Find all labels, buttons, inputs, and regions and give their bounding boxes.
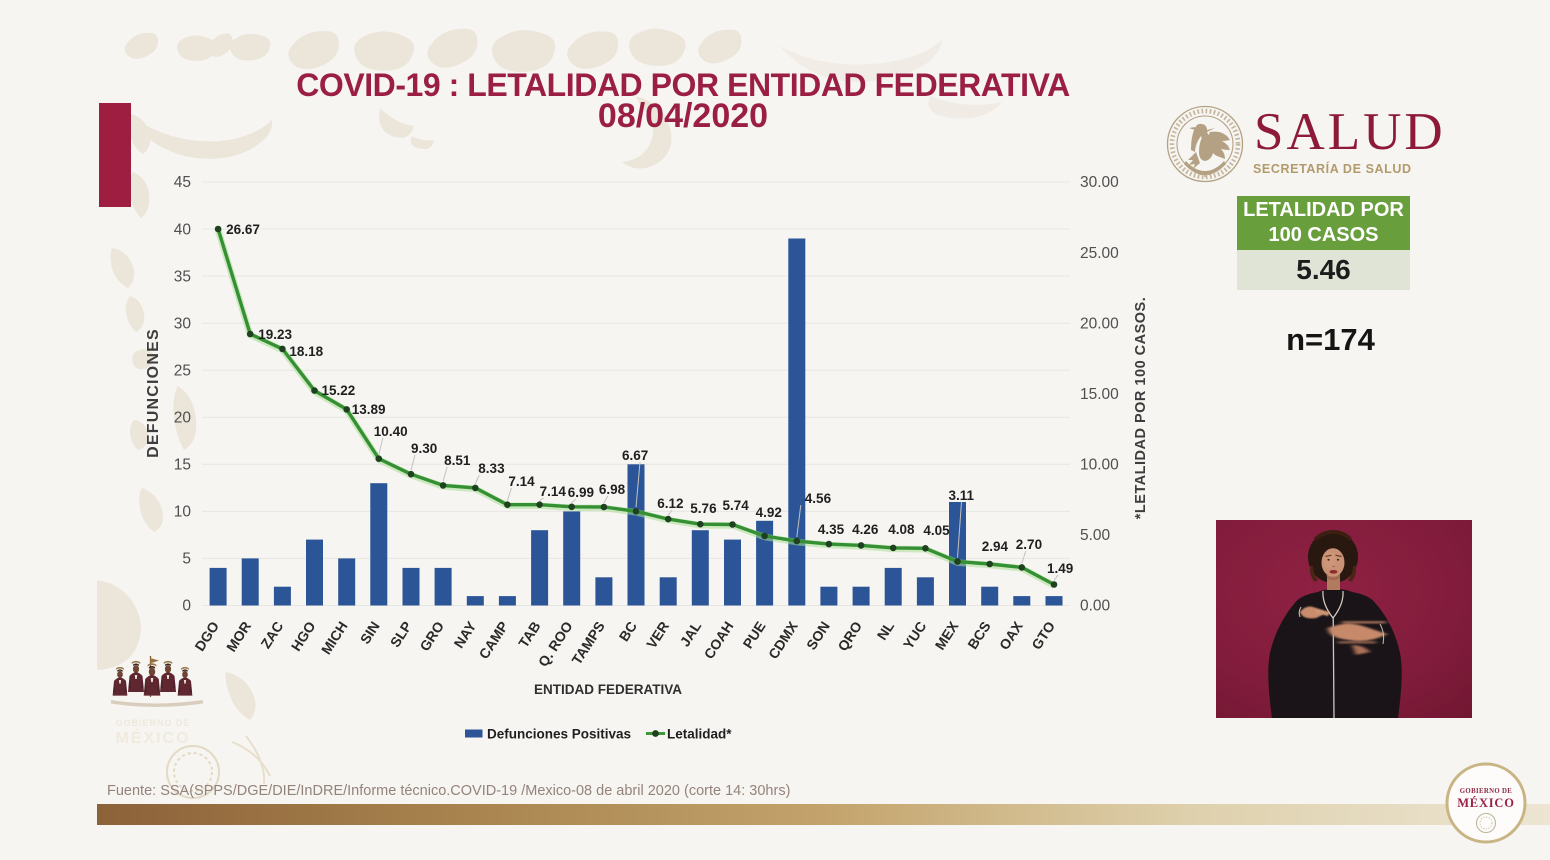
svg-text:COAH: COAH xyxy=(701,618,737,661)
svg-text:4.56: 4.56 xyxy=(805,491,832,506)
svg-text:JAL: JAL xyxy=(676,618,704,649)
svg-text:4.35: 4.35 xyxy=(818,522,845,537)
svg-text:15: 15 xyxy=(174,457,191,474)
svg-text:TAMPS: TAMPS xyxy=(568,618,608,667)
svg-text:0: 0 xyxy=(182,598,191,615)
svg-text:40: 40 xyxy=(174,221,192,238)
svg-text:VER: VER xyxy=(643,618,672,651)
svg-text:4.05: 4.05 xyxy=(923,523,950,538)
svg-text:10.40: 10.40 xyxy=(374,424,408,439)
svg-text:MICH: MICH xyxy=(318,618,351,657)
svg-text:OAX: OAX xyxy=(996,618,1026,653)
svg-text:GOBIERNO DE: GOBIERNO DE xyxy=(1460,788,1512,795)
svg-text:20.00: 20.00 xyxy=(1080,315,1119,332)
svg-text:35: 35 xyxy=(174,268,191,285)
svg-text:QRO: QRO xyxy=(834,618,865,654)
svg-text:7.14: 7.14 xyxy=(540,484,567,499)
svg-text:25: 25 xyxy=(174,362,191,379)
svg-text:MOR: MOR xyxy=(223,618,254,654)
svg-text:Defunciones Positivas: Defunciones Positivas xyxy=(487,727,631,742)
svg-text:Fuente: SSA(SPPS/DGE/DIE/InDRE: Fuente: SSA(SPPS/DGE/DIE/InDRE/Informe t… xyxy=(107,783,790,799)
svg-text:GOBIERNO DE: GOBIERNO DE xyxy=(115,718,190,728)
svg-text:CDMX: CDMX xyxy=(765,618,801,662)
svg-text:HGO: HGO xyxy=(288,618,319,654)
svg-text:GTO: GTO xyxy=(1028,618,1058,652)
svg-text:SIN: SIN xyxy=(357,618,383,646)
svg-text:DEFUNCIONES: DEFUNCIONES xyxy=(145,328,162,458)
svg-text:DGO: DGO xyxy=(191,618,222,654)
svg-text:NAY: NAY xyxy=(450,618,479,651)
svg-text:5.74: 5.74 xyxy=(723,498,750,513)
svg-text:PUE: PUE xyxy=(740,618,769,651)
svg-text:YUC: YUC xyxy=(900,618,930,652)
svg-text:18.18: 18.18 xyxy=(289,344,323,359)
svg-text:10.00: 10.00 xyxy=(1080,457,1119,474)
svg-text:NL: NL xyxy=(874,618,898,643)
svg-text:8.33: 8.33 xyxy=(478,461,505,476)
svg-text:BCS: BCS xyxy=(964,618,994,652)
svg-text:*LETALIDAD POR 100 CASOS.: *LETALIDAD POR 100 CASOS. xyxy=(1133,297,1149,520)
svg-text:25.00: 25.00 xyxy=(1080,245,1119,262)
svg-text:ENTIDAD FEDERATIVA: ENTIDAD FEDERATIVA xyxy=(534,682,682,697)
svg-text:15.00: 15.00 xyxy=(1080,386,1119,403)
svg-text:1.49: 1.49 xyxy=(1047,561,1073,576)
svg-text:30: 30 xyxy=(174,315,192,332)
svg-text:Letalidad*: Letalidad* xyxy=(667,727,732,742)
svg-text:30.00: 30.00 xyxy=(1080,174,1119,191)
svg-text:6.67: 6.67 xyxy=(622,448,648,463)
svg-text:15.22: 15.22 xyxy=(322,383,356,398)
svg-text:45: 45 xyxy=(174,174,191,191)
svg-text:4.26: 4.26 xyxy=(852,522,879,537)
svg-text:19.23: 19.23 xyxy=(258,327,292,342)
svg-text:MÉXICO: MÉXICO xyxy=(115,728,190,747)
svg-text:3.11: 3.11 xyxy=(949,488,975,503)
svg-text:BC: BC xyxy=(616,618,640,644)
svg-text:SLP: SLP xyxy=(387,618,415,650)
svg-text:MÉXICO: MÉXICO xyxy=(1457,796,1515,810)
svg-text:5: 5 xyxy=(182,551,191,568)
svg-text:13.89: 13.89 xyxy=(352,402,386,417)
svg-text:6.99: 6.99 xyxy=(568,485,594,500)
svg-text:2.70: 2.70 xyxy=(1016,537,1042,552)
svg-text:0.00: 0.00 xyxy=(1080,598,1111,615)
svg-text:7.14: 7.14 xyxy=(508,474,535,489)
svg-text:5.00: 5.00 xyxy=(1080,527,1111,544)
svg-text:6.12: 6.12 xyxy=(657,496,683,511)
svg-text:10: 10 xyxy=(174,504,192,521)
svg-text:8.51: 8.51 xyxy=(444,453,471,468)
svg-text:CAMP: CAMP xyxy=(476,618,512,661)
svg-text:MEX: MEX xyxy=(932,618,962,653)
svg-text:ZAC: ZAC xyxy=(257,618,286,651)
svg-text:6.98: 6.98 xyxy=(599,482,626,497)
svg-text:5.76: 5.76 xyxy=(690,501,717,516)
svg-text:TAB: TAB xyxy=(515,618,544,650)
svg-text:GRO: GRO xyxy=(416,618,447,654)
svg-text:26.67: 26.67 xyxy=(226,222,260,237)
svg-text:9.30: 9.30 xyxy=(411,441,437,456)
svg-text:20: 20 xyxy=(174,410,192,427)
svg-text:4.08: 4.08 xyxy=(888,522,915,537)
svg-text:SON: SON xyxy=(803,618,833,652)
svg-text:4.92: 4.92 xyxy=(756,505,782,520)
svg-text:2.94: 2.94 xyxy=(982,539,1009,554)
